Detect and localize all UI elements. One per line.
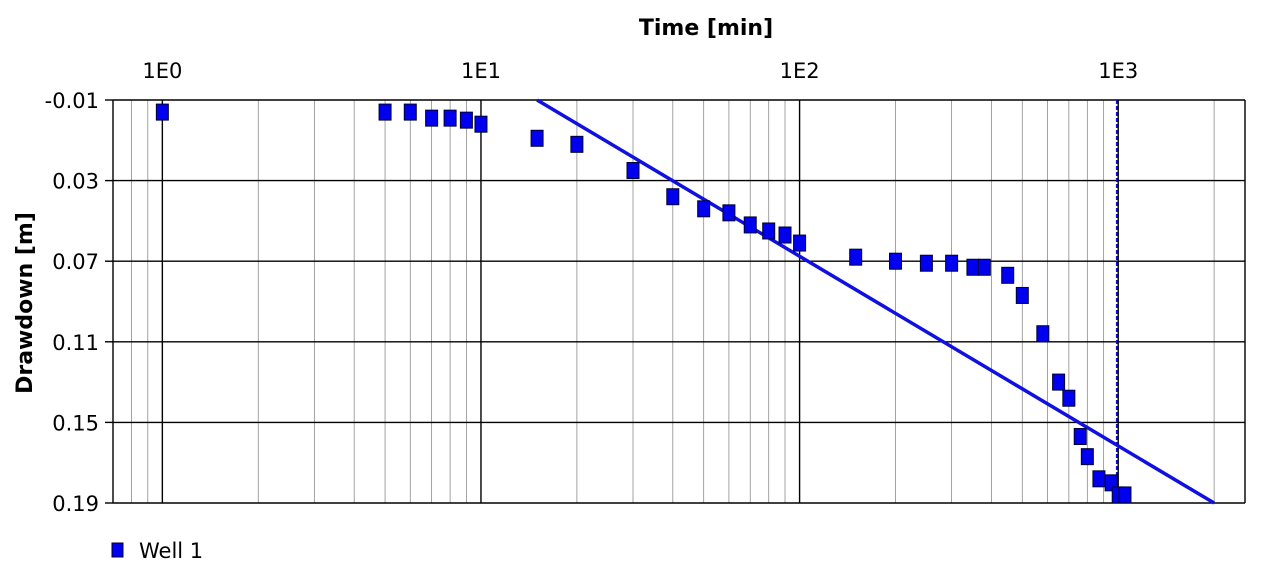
grid-lines <box>105 99 1246 504</box>
data-point <box>570 135 584 153</box>
data-point <box>403 103 417 121</box>
data-point <box>378 103 392 121</box>
data-point <box>1036 325 1050 343</box>
data-point <box>945 254 959 272</box>
data-point <box>443 109 457 127</box>
data-point <box>1092 470 1106 488</box>
x-tick-label: 1E2 <box>780 59 820 83</box>
data-point <box>778 226 792 244</box>
y-tick-label: 0.11 <box>52 331 99 355</box>
y-tick-label: 0.07 <box>52 250 99 274</box>
y-tick-label: 0.15 <box>52 411 99 435</box>
data-point <box>743 216 757 234</box>
data-point <box>155 103 169 121</box>
fit-line <box>536 98 1216 505</box>
data-point <box>1052 373 1066 391</box>
data-point <box>977 258 991 276</box>
data-point <box>1062 389 1076 407</box>
data-point <box>530 129 544 147</box>
data-point <box>626 162 640 180</box>
data-point <box>889 252 903 270</box>
data-point <box>1073 428 1087 446</box>
legend-label: Well 1 <box>139 539 203 563</box>
data-point <box>849 248 863 266</box>
data-point <box>459 111 473 129</box>
legend-marker <box>111 542 124 558</box>
data-point <box>919 254 933 272</box>
x-axis-title: Time [min] <box>639 16 773 41</box>
fit-line-layer <box>536 98 1216 505</box>
data-points-layer <box>155 103 1132 504</box>
data-point <box>666 188 680 206</box>
data-point <box>425 109 439 127</box>
data-point <box>762 222 776 240</box>
y-tick-label: -0.01 <box>45 89 99 113</box>
y-tick-label: 0.19 <box>52 492 99 516</box>
data-point <box>1080 448 1094 466</box>
data-point <box>793 234 807 252</box>
x-tick-label: 1E3 <box>1098 59 1138 83</box>
y-tick-label: 0.03 <box>52 170 99 194</box>
data-point <box>1001 266 1015 284</box>
data-point <box>474 115 488 133</box>
data-point <box>1118 486 1132 504</box>
x-tick-label: 1E1 <box>461 59 501 83</box>
legend: Well 1 <box>111 539 203 563</box>
data-point <box>697 200 711 218</box>
data-point <box>1015 286 1029 304</box>
y-axis-title: Drawdown [m] <box>13 212 38 394</box>
data-point <box>966 258 980 276</box>
tick-labels-layer: 1E0 1E1 1E2 1E3 -0.01 0.03 0.07 0.11 0.15 0.19 <box>45 59 1139 516</box>
x-tick-label: 1E0 <box>142 59 182 83</box>
data-point <box>722 204 736 222</box>
